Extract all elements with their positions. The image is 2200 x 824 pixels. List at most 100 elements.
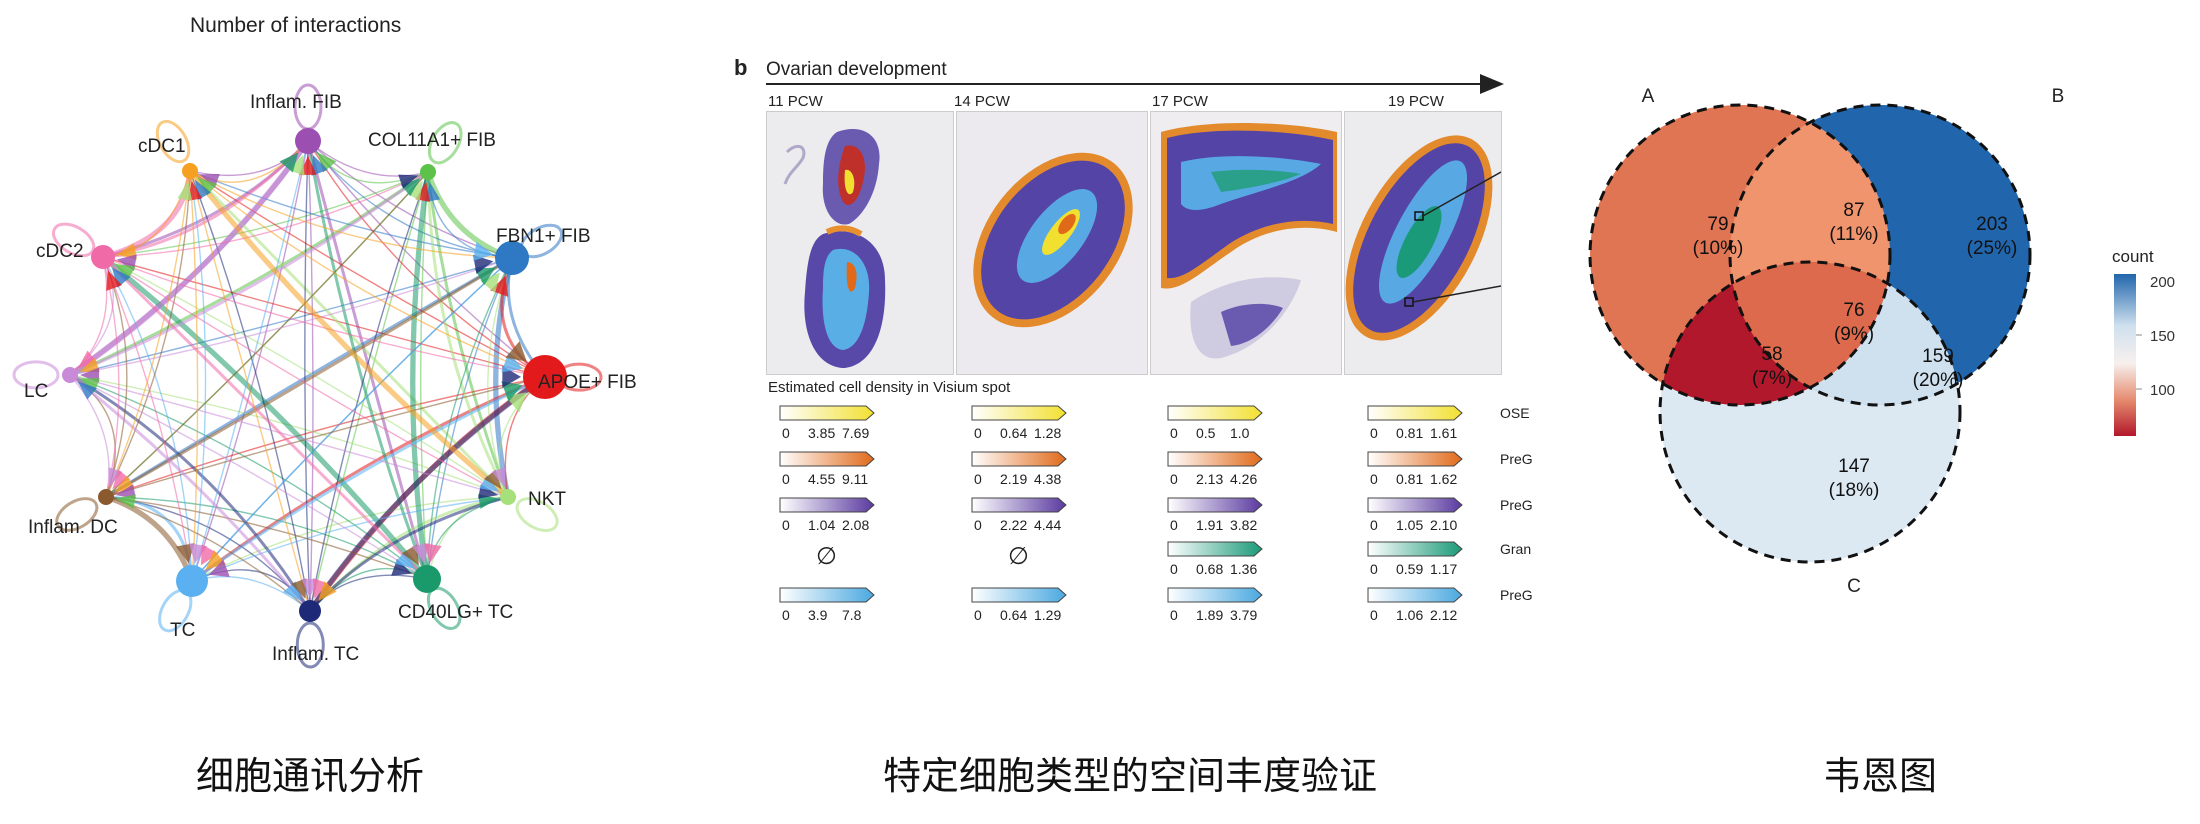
interaction-edge bbox=[69, 374, 509, 498]
interaction-edge bbox=[189, 170, 199, 582]
density-tick: 1.0 bbox=[1230, 425, 1250, 441]
arrowhead bbox=[115, 494, 136, 509]
density-tick: 2.08 bbox=[842, 517, 869, 533]
density-tick: 0 bbox=[1170, 561, 1178, 577]
interaction-edge bbox=[309, 171, 429, 612]
arrowhead bbox=[474, 267, 496, 286]
density-colorbar bbox=[971, 587, 1067, 603]
density-tick: 1.29 bbox=[1034, 607, 1061, 623]
region-percent: (10%) bbox=[1693, 238, 1744, 259]
arrowhead bbox=[394, 549, 415, 569]
region-percent: (7%) bbox=[1752, 368, 1792, 389]
interaction-edge bbox=[191, 257, 513, 582]
density-tick: 3.85 bbox=[808, 425, 835, 441]
arrowhead bbox=[208, 559, 230, 577]
density-colorbar bbox=[1367, 541, 1463, 557]
interaction-edge bbox=[410, 171, 431, 580]
interaction-edge bbox=[102, 256, 509, 498]
cell-type-row-label: OSE bbox=[1500, 405, 1530, 421]
cell-type-node bbox=[500, 489, 516, 505]
density-tick: 0.81 bbox=[1396, 425, 1423, 441]
density-colorbar bbox=[1367, 451, 1463, 467]
interaction-edge bbox=[307, 374, 547, 613]
venn-caption: 韦恩图 bbox=[1822, 754, 1937, 798]
interaction-edge bbox=[102, 139, 310, 259]
interaction-edge bbox=[102, 256, 509, 498]
density-tick: 0 bbox=[974, 607, 982, 623]
density-colorbar bbox=[1167, 451, 1263, 467]
density-tick: 3.9 bbox=[808, 607, 828, 623]
density-tick: 0.5 bbox=[1196, 425, 1216, 441]
interaction-edge bbox=[101, 255, 429, 581]
tissue-image bbox=[956, 111, 1148, 375]
density-tick: 0 bbox=[974, 471, 982, 487]
density-tick: 0 bbox=[1170, 425, 1178, 441]
density-colorbar bbox=[779, 451, 875, 467]
interaction-edge bbox=[189, 170, 311, 612]
interaction-edge bbox=[69, 373, 312, 612]
interaction-edge bbox=[309, 171, 429, 612]
panel-letter: b bbox=[734, 55, 747, 80]
tissue-image bbox=[766, 111, 954, 375]
node-label: Inflam. TC bbox=[272, 644, 359, 665]
density-tick: 1.62 bbox=[1430, 471, 1457, 487]
timepoint-label: 17 PCW bbox=[1152, 93, 1209, 110]
interaction-edge bbox=[105, 171, 429, 498]
legend-title: count bbox=[2112, 247, 2154, 266]
density-tick: 4.26 bbox=[1230, 471, 1257, 487]
spatial-caption: 特定细胞类型的空间丰度验证 bbox=[882, 754, 1377, 798]
region-percent: (9%) bbox=[1834, 324, 1874, 345]
cell-type-node bbox=[295, 128, 321, 154]
cell-type-row-label: Gran bbox=[1500, 541, 1531, 557]
interaction-edge bbox=[105, 170, 191, 498]
interaction-edge bbox=[102, 139, 310, 259]
interaction-edge bbox=[191, 375, 546, 583]
cell-type-node bbox=[62, 367, 78, 383]
density-tick: 0 bbox=[1170, 471, 1178, 487]
set-label-a: A bbox=[1642, 86, 1655, 107]
arrowhead bbox=[291, 578, 307, 599]
cell-type-node bbox=[495, 241, 529, 275]
interaction-edge bbox=[69, 374, 509, 498]
interaction-edge bbox=[306, 140, 429, 580]
timepoint-label: 11 PCW bbox=[768, 93, 824, 110]
interaction-edge bbox=[307, 140, 546, 378]
interaction-edge bbox=[69, 374, 428, 580]
arrowhead bbox=[478, 494, 499, 509]
node-label: CD40LG+ TC bbox=[398, 602, 513, 623]
density-tick: 0.81 bbox=[1396, 471, 1423, 487]
arrowhead bbox=[491, 467, 506, 488]
arrowhead bbox=[177, 180, 193, 201]
node-label: LC bbox=[24, 381, 48, 402]
legend-tick: 200 bbox=[2150, 274, 2175, 291]
interaction-edge bbox=[102, 256, 193, 582]
arrowhead bbox=[200, 544, 219, 566]
arrowhead bbox=[406, 180, 423, 201]
arrowhead bbox=[398, 174, 419, 189]
legend-tick: 150 bbox=[2150, 328, 2175, 345]
density-tick: 1.06 bbox=[1396, 607, 1423, 623]
interaction-edge bbox=[426, 171, 510, 498]
region-percent: (11%) bbox=[1829, 224, 1878, 245]
density-tick: 0 bbox=[782, 517, 790, 533]
node-label: FBN1+ FIB bbox=[496, 226, 591, 247]
density-tick: 2.12 bbox=[1430, 607, 1457, 623]
region-count: 58 bbox=[1761, 344, 1782, 365]
density-tick: 0.59 bbox=[1396, 561, 1423, 577]
venn-panel: A B C 79 (10%) 87 (11%) 203 (25%) 76 (9%… bbox=[1560, 0, 2200, 824]
interaction-edge bbox=[101, 254, 430, 581]
arrowhead bbox=[501, 352, 523, 373]
density-tick: 0 bbox=[1370, 471, 1378, 487]
venn-diagram: A B C 79 (10%) 87 (11%) 203 (25%) 76 (9%… bbox=[1588, 86, 2175, 597]
density-colorbar bbox=[971, 451, 1067, 467]
interaction-edge bbox=[69, 257, 513, 376]
arrowhead bbox=[479, 475, 500, 492]
node-label: cDC1 bbox=[138, 136, 186, 157]
tissue-image bbox=[1150, 111, 1342, 375]
self-loop bbox=[295, 621, 325, 669]
set-c-outline bbox=[1658, 260, 1962, 564]
node-label: NKT bbox=[528, 489, 566, 510]
arrowhead bbox=[400, 178, 421, 197]
interaction-edge bbox=[189, 170, 513, 259]
self-loop bbox=[427, 121, 463, 165]
